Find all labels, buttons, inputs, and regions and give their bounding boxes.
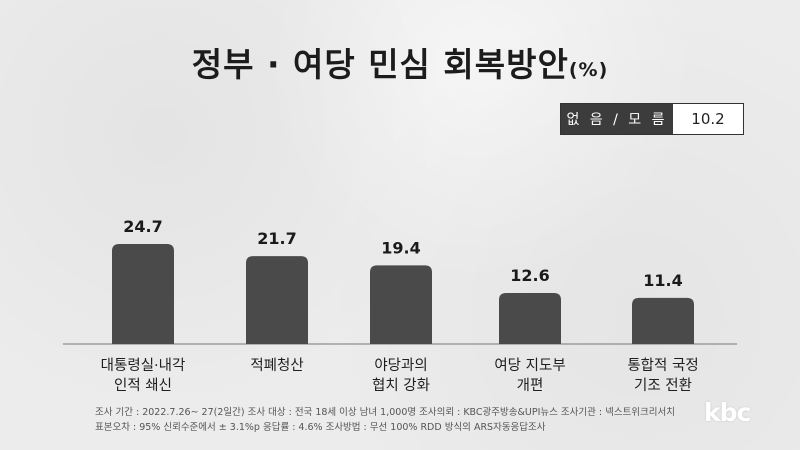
kbc-logo: kbc: [704, 398, 751, 427]
category-label-2-0: 야당과의: [374, 357, 427, 374]
data-label-0: 24.7: [123, 217, 162, 236]
footer-line-2: 표본오차 : 95% 신뢰수준에서 ± 3.1%p 응답률 : 4.6% 조사방…: [95, 422, 546, 433]
dont-know-label: 없 음 / 모 름: [561, 104, 673, 134]
bar-4: [632, 297, 694, 344]
title-text: 정부 · 여당 민심 회복방안: [191, 45, 569, 84]
bar-3: [499, 292, 561, 344]
footer-line-1: 조사 기간 : 2022.7.26~ 27(2일간) 조사 대상 : 전국 18…: [95, 407, 676, 418]
dont-know-value: 10.2: [673, 104, 743, 134]
data-label-1: 21.7: [257, 229, 296, 248]
category-label-4-0: 통합적 국정: [627, 357, 698, 374]
data-label-4: 11.4: [643, 271, 682, 290]
dont-know-box: 없 음 / 모 름 10.2: [560, 103, 744, 135]
category-label-3-0: 여당 지도부: [494, 357, 565, 374]
category-label-2-1: 협치 강화: [372, 377, 430, 394]
bar-1: [246, 256, 308, 344]
chart-title: 정부 · 여당 민심 회복방안(%): [0, 38, 800, 86]
bar-2: [370, 265, 432, 344]
bar-0: [112, 243, 174, 344]
category-label-0-1: 인적 쇄신: [114, 377, 172, 394]
category-label-0-0: 대통령실·내각: [101, 357, 186, 374]
category-label-3-1: 개편: [517, 377, 544, 394]
data-label-2: 19.4: [381, 238, 420, 257]
data-label-3: 12.6: [510, 266, 549, 285]
category-label-4-1: 기조 전환: [634, 377, 692, 394]
title-unit: (%): [568, 59, 609, 81]
category-label-1-0: 적폐청산: [250, 357, 303, 374]
